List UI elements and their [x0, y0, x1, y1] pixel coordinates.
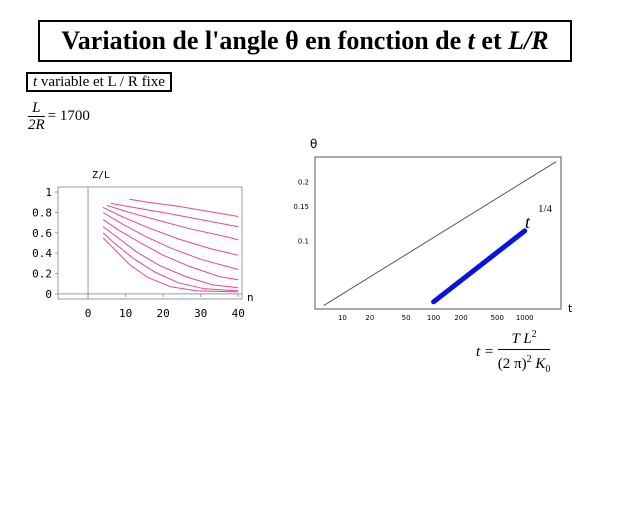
formula-den-k: K [535, 356, 546, 372]
chart-left-series-6 [102, 226, 239, 289]
chart-left-xtick-label: 20 [157, 307, 170, 320]
chart-right-series-1 [431, 228, 528, 305]
chart-right-ticks: 10 20 50 100 200 500 1000 0.1 0.15 0.2 [293, 178, 533, 322]
formula-lhs: t = [476, 343, 495, 360]
chart-left-frame [57, 186, 243, 300]
formula-fraction: T L2 (2 π)2 K0 [497, 325, 551, 380]
param-denominator: 2R [28, 117, 45, 133]
chart-right-ytick-label: 0.15 [293, 203, 309, 211]
title-text: Variation de l'angle θ en fonction de [61, 26, 468, 55]
annotation-exp: 1/4 [538, 203, 553, 215]
chart-left-series-8 [102, 237, 239, 293]
subtitle-t: t [33, 74, 38, 90]
formula-den-sub: 0 [545, 364, 551, 375]
chart-theta-vs-t: 10 20 50 100 200 500 1000 0.1 0.15 0.2 θ t t 1/4 [293, 137, 573, 322]
chart-left-ytick-label: 0.2 [32, 268, 52, 281]
formula-denominator: (2 π)2 K0 [498, 350, 551, 380]
title-t: t [467, 26, 475, 55]
chart-left-xtick-label: 40 [232, 307, 245, 320]
chart-left-ytick-label: 0.4 [32, 247, 52, 260]
chart-right-xtick-label: 200 [454, 314, 467, 322]
chart-left-xtick-label: 30 [194, 307, 207, 320]
chart-left-series-4 [102, 212, 239, 270]
param-equation: L 2R = 1700 [28, 100, 90, 133]
chart-right-xtick-label: 100 [427, 314, 440, 322]
chart-left-ytick-label: 0 [45, 288, 52, 301]
chart-left-xlabel: n [247, 291, 254, 304]
chart-right-xtick-label: 50 [402, 314, 411, 322]
chart-right-xtick-label: 20 [365, 314, 374, 322]
chart-left-series-7 [102, 232, 239, 292]
chart-z-over-l: 0 10 20 30 40 0 0.2 0.4 0.6 0.8 1 Z/L n [32, 170, 254, 320]
chart-right-ytick-label: 0.1 [298, 237, 309, 245]
title-et: et [474, 26, 509, 55]
chart-left-xtick-label: 10 [119, 307, 132, 320]
chart-left-ylabel: Z/L [92, 170, 110, 181]
formula-den-text: (2 π) [497, 356, 527, 372]
page-title: Variation de l'angle θ en fonction de t … [38, 20, 572, 62]
chart-left-series-3 [102, 206, 239, 256]
formula-num-exp: 2 [531, 329, 537, 340]
chart-right-series-group [323, 161, 557, 306]
chart-right-xtick-label: 1000 [516, 314, 534, 322]
chart-left-series-5 [102, 219, 239, 281]
chart-left-xtick-label: 0 [85, 307, 92, 320]
chart-left-ytick-label: 1 [45, 186, 52, 199]
formula-num-text: T L [511, 331, 532, 347]
param-fraction: L 2R [28, 100, 45, 133]
formula-den-exp: 2 [526, 354, 532, 365]
chart-left-ticks: 0 10 20 30 40 0 0.2 0.4 0.6 0.8 1 [32, 186, 245, 320]
chart-left-series-2 [106, 204, 239, 241]
chart-left-ytick-label: 0.6 [32, 227, 52, 240]
chart-right-series-0 [323, 161, 557, 306]
chart-left-ytick-label: 0.8 [32, 206, 52, 219]
chart-left-series-1 [110, 202, 239, 228]
chart-right-xtick-label: 10 [338, 314, 347, 322]
chart-left-axes [58, 187, 242, 299]
subtitle-text: variable et L / R fixe [37, 74, 165, 90]
chart-right-frame [314, 156, 562, 310]
title-lr: L/R [508, 26, 549, 55]
chart-left-series-group [102, 198, 239, 293]
param-numerator: L [28, 100, 45, 117]
formula-numerator: T L2 [497, 325, 551, 350]
chart-right-ytick-label: 0.2 [298, 178, 309, 186]
chart-right-xtick-label: 500 [491, 314, 504, 322]
chart-left-series-0 [129, 198, 239, 217]
t-formula: t = T L2 (2 π)2 K0 [476, 325, 551, 380]
param-value: = 1700 [47, 108, 90, 124]
subtitle-box: t variable et L / R fixe [26, 72, 172, 92]
chart-right-xlabel: t [568, 302, 573, 315]
annotation-t: t [525, 212, 531, 232]
chart-right-ylabel: θ [310, 137, 317, 151]
